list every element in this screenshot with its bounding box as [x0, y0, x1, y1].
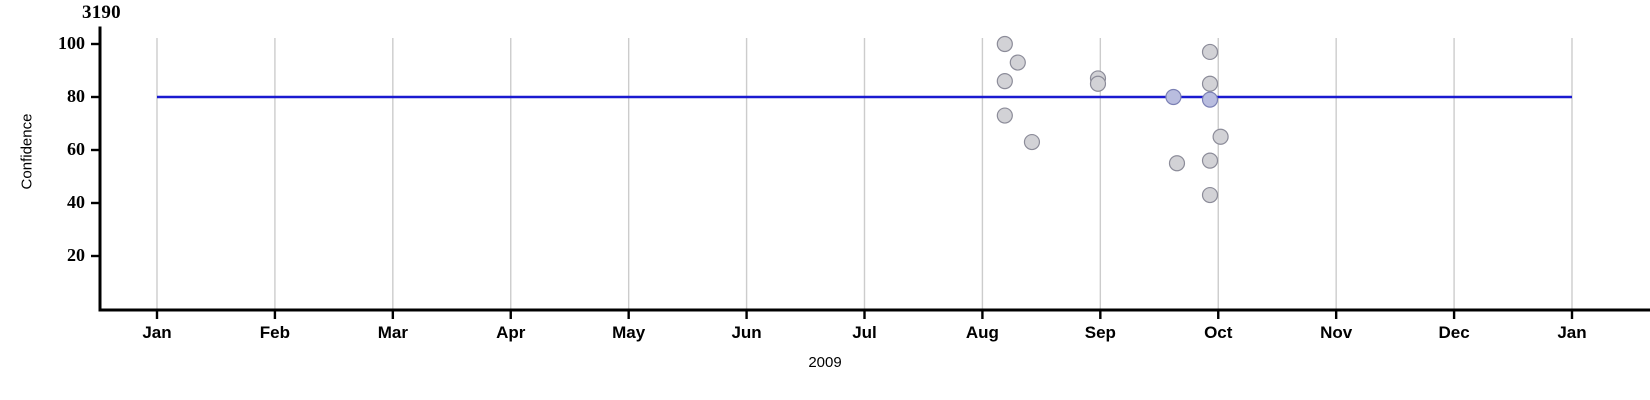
- data-points: [996, 35, 1229, 204]
- x-tick-label-dec-11: Dec: [1438, 323, 1469, 342]
- y-tick-label-80: 80: [67, 86, 85, 106]
- chart-title: 3190: [82, 2, 121, 23]
- data-point-aug-93[interactable]: [1009, 54, 1026, 71]
- x-tick-label-jan-0: Jan: [142, 323, 171, 342]
- x-tick-label-sep-8: Sep: [1085, 323, 1116, 342]
- data-point-sep-85[interactable]: [1089, 75, 1107, 92]
- x-tick-label-nov-10: Nov: [1320, 323, 1353, 342]
- x-axis-title: 2009: [808, 354, 842, 371]
- x-tick-label-apr-3: Apr: [496, 323, 526, 342]
- x-tick-label-oct-9: Oct: [1204, 323, 1233, 342]
- data-point-sep-55[interactable]: [1168, 155, 1186, 172]
- data-point-aug-63[interactable]: [1023, 133, 1041, 151]
- y-axis-ticks: 20 40 60 80 100: [58, 33, 100, 265]
- x-tick-label-mar-2: Mar: [378, 323, 409, 342]
- data-point-sep-80[interactable]: [1165, 88, 1182, 106]
- data-point-oct-43[interactable]: [1201, 186, 1219, 204]
- data-point-aug-100[interactable]: [996, 35, 1013, 53]
- gridlines: [156, 38, 1573, 310]
- data-point-aug-86[interactable]: [996, 72, 1013, 90]
- y-tick-label-60: 60: [67, 139, 85, 159]
- data-point-oct-97[interactable]: [1201, 43, 1219, 61]
- x-tick-label-jun-5: Jun: [731, 323, 761, 342]
- x-tick-label-feb-1: Feb: [260, 323, 290, 342]
- data-point-aug-73[interactable]: [996, 107, 1013, 124]
- data-point-oct-79[interactable]: [1201, 91, 1219, 108]
- x-tick-label-jul-6: Jul: [852, 323, 877, 342]
- y-tick-label-20: 20: [67, 245, 85, 265]
- x-tick-label-may-4: May: [612, 323, 646, 342]
- data-point-oct-56[interactable]: [1201, 152, 1219, 169]
- data-point-oct-65[interactable]: [1212, 128, 1229, 145]
- y-tick-label-100: 100: [58, 33, 85, 53]
- y-tick-label-40: 40: [67, 192, 85, 212]
- x-tick-label-aug-7: Aug: [966, 323, 999, 342]
- data-point-oct-85[interactable]: [1201, 75, 1219, 92]
- x-axis-ticks: Jan Feb Mar Apr May Jun Jul Aug Sep Oct Nov Dec Jan: [142, 310, 1587, 342]
- x-tick-label-jan-12: Jan: [1557, 323, 1586, 342]
- axis-lines: [98, 26, 1650, 312]
